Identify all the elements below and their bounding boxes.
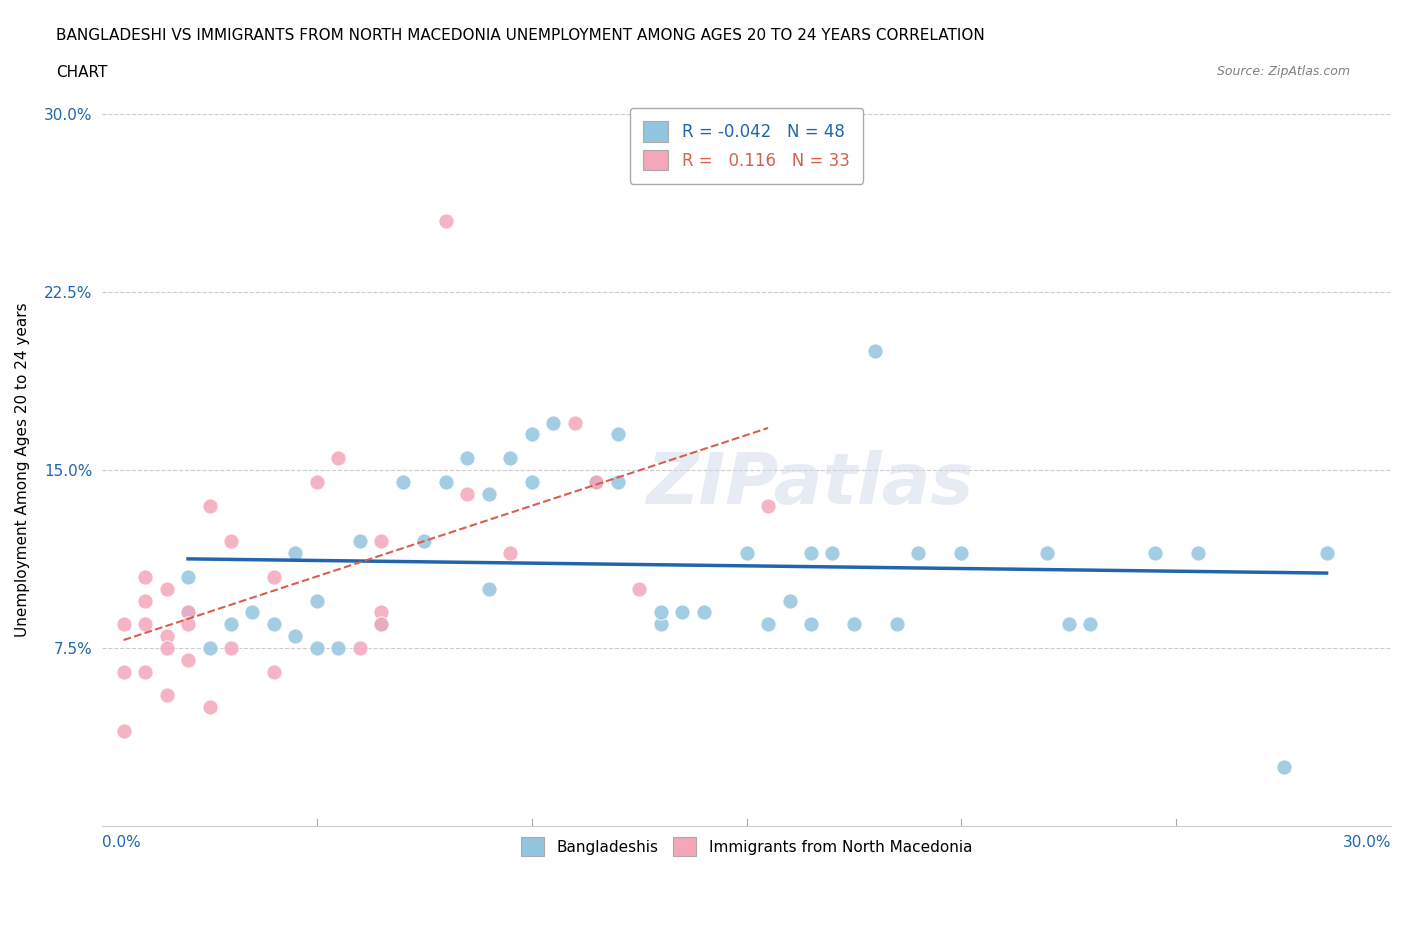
Point [177, 605, 200, 620]
Point [478, 581, 501, 596]
Point [1315, 546, 1337, 561]
Point [756, 498, 779, 513]
Point [134, 569, 156, 584]
Point [177, 617, 200, 631]
Point [263, 664, 285, 679]
Point [650, 605, 672, 620]
Point [284, 629, 307, 644]
Point [456, 451, 478, 466]
Point [1272, 759, 1295, 774]
Point [155, 581, 177, 596]
Point [520, 474, 543, 489]
Point [370, 605, 392, 620]
Point [950, 546, 973, 561]
Point [112, 617, 135, 631]
Text: ZIPatlas: ZIPatlas [647, 450, 974, 519]
Point [564, 415, 586, 430]
Point [219, 534, 242, 549]
Point [305, 593, 328, 608]
Point [606, 474, 628, 489]
Text: BANGLADESHI VS IMMIGRANTS FROM NORTH MACEDONIA UNEMPLOYMENT AMONG AGES 20 TO 24 : BANGLADESHI VS IMMIGRANTS FROM NORTH MAC… [56, 28, 986, 43]
Point [434, 474, 457, 489]
Point [499, 451, 522, 466]
Point [134, 593, 156, 608]
Point [370, 534, 392, 549]
Point [585, 474, 607, 489]
Point [305, 641, 328, 656]
Point [370, 617, 392, 631]
Point [1078, 617, 1101, 631]
Point [198, 498, 221, 513]
Point [907, 546, 929, 561]
Legend: Bangladeshis, Immigrants from North Macedonia: Bangladeshis, Immigrants from North Mace… [509, 825, 984, 869]
Point [735, 546, 758, 561]
Point [349, 534, 371, 549]
Point [198, 641, 221, 656]
Text: Source: ZipAtlas.com: Source: ZipAtlas.com [1216, 65, 1350, 78]
Point [499, 546, 522, 561]
Point [155, 629, 177, 644]
Point [1187, 546, 1209, 561]
Point [328, 451, 350, 466]
Point [671, 605, 693, 620]
Point [650, 617, 672, 631]
Point [1057, 617, 1080, 631]
Point [305, 474, 328, 489]
Point [478, 486, 501, 501]
Text: 0.0%: 0.0% [103, 835, 141, 850]
Point [779, 593, 801, 608]
Point [541, 415, 564, 430]
Point [628, 581, 651, 596]
Point [242, 605, 264, 620]
Point [134, 617, 156, 631]
Point [263, 569, 285, 584]
Point [821, 546, 844, 561]
Point [284, 546, 307, 561]
Point [886, 617, 908, 631]
Point [865, 344, 887, 359]
Point [177, 653, 200, 668]
Point [155, 641, 177, 656]
Point [520, 427, 543, 442]
Point [112, 724, 135, 738]
Point [606, 427, 628, 442]
Point [1036, 546, 1059, 561]
Point [456, 486, 478, 501]
Point [434, 213, 457, 228]
Point [349, 641, 371, 656]
Point [842, 617, 865, 631]
Text: CHART: CHART [56, 65, 108, 80]
Point [370, 617, 392, 631]
Text: 30.0%: 30.0% [1343, 835, 1391, 850]
Point [219, 641, 242, 656]
Point [219, 617, 242, 631]
Point [263, 617, 285, 631]
Point [800, 546, 823, 561]
Y-axis label: Unemployment Among Ages 20 to 24 years: Unemployment Among Ages 20 to 24 years [15, 302, 30, 637]
Point [177, 605, 200, 620]
Point [392, 474, 415, 489]
Point [134, 664, 156, 679]
Point [692, 605, 714, 620]
Point [177, 569, 200, 584]
Point [413, 534, 436, 549]
Point [328, 641, 350, 656]
Point [756, 617, 779, 631]
Point [1143, 546, 1166, 561]
Point [112, 664, 135, 679]
Point [585, 474, 607, 489]
Point [155, 688, 177, 703]
Point [800, 617, 823, 631]
Point [198, 700, 221, 715]
